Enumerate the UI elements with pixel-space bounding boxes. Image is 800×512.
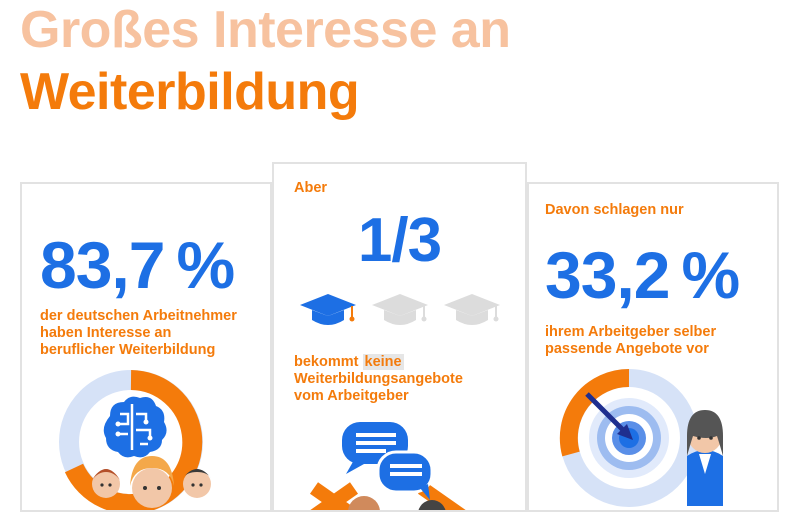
stat-intro: Aber — [294, 180, 328, 196]
stat-unit: % — [681, 238, 740, 312]
stat-unit: % — [176, 228, 235, 302]
graduation-cap-icon — [300, 294, 356, 325]
title-line-1: Großes Interesse an — [20, 1, 511, 59]
title-line-2: Weiterbildung — [20, 63, 360, 121]
description-line: Weiterbildungsangebote — [294, 371, 463, 387]
stat-description: ihrem Arbeitgeber selber passende Angebo… — [545, 324, 716, 358]
brain-people-donut-icon — [59, 370, 211, 510]
stat-intro: Davon schlagen nur — [545, 202, 684, 218]
graduation-cap-icon — [372, 294, 428, 325]
stat-value: 1/3 — [357, 206, 442, 275]
stat-value: 83,7% — [40, 232, 235, 298]
description-line: der deutschen Arbeitnehmer — [40, 308, 237, 324]
description-line: haben Interesse an — [40, 325, 172, 341]
stat-card-proposals: Davon schlagen nur 33,2% ihrem Arbeitgeb… — [527, 182, 779, 512]
stat-number: 83,7 — [40, 228, 165, 302]
stat-number: 33,2 — [545, 238, 670, 312]
stat-value: 33,2% — [545, 242, 740, 308]
stat-description: der deutschen Arbeitnehmer haben Interes… — [40, 308, 237, 359]
description-line: passende Angebote vor — [545, 341, 709, 357]
target-person-icon — [559, 368, 723, 507]
stat-card-offers: Aber 1/3 bekommt keine Weiterbildungsang… — [272, 162, 527, 512]
stat-card-interest: 83,7% der deutschen Arbeitnehmer haben I… — [20, 182, 272, 512]
description-line: beruflicher Weiterbildung — [40, 342, 216, 358]
stat-description: bekommt keine Weiterbildungsangebote vom… — [294, 354, 463, 405]
description-text: bekommt — [294, 354, 359, 370]
description-line: vom Arbeitgeber — [294, 388, 409, 404]
description-line: bekommt keine — [294, 354, 463, 371]
graduation-cap-icon — [444, 294, 500, 325]
keine-highlight: keine — [362, 354, 404, 370]
speech-bubbles-icon — [309, 422, 466, 510]
description-line: ihrem Arbeitgeber selber — [545, 324, 717, 340]
